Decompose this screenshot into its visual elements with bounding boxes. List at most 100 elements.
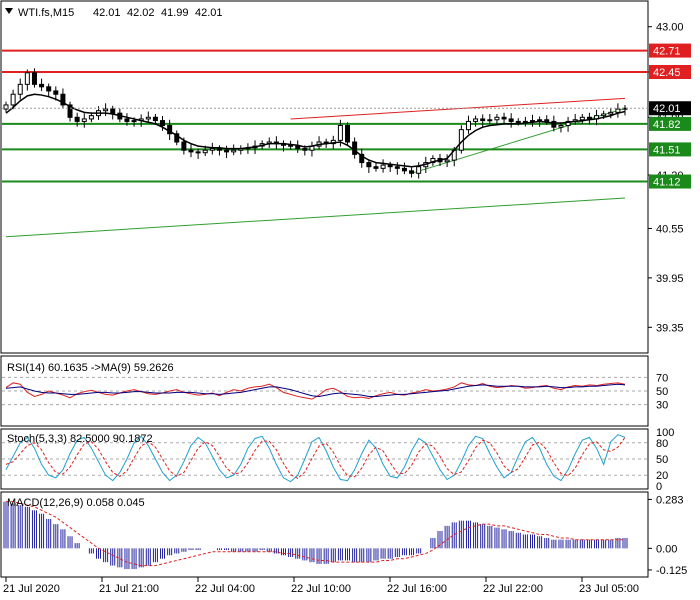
candle-body xyxy=(74,116,80,122)
rsi-layer xyxy=(2,376,648,406)
candle-body xyxy=(501,116,507,120)
current-price-badge xyxy=(649,101,691,116)
symbol-label: WTI.fs,M15 xyxy=(18,7,74,19)
candle-body xyxy=(10,93,16,106)
candle-body xyxy=(615,108,621,113)
support-level-2-badge xyxy=(649,174,691,189)
candle-body xyxy=(31,72,37,85)
candle-body xyxy=(601,113,607,117)
candle-body xyxy=(444,159,450,163)
candle-body xyxy=(124,118,130,122)
candle-body xyxy=(608,111,614,115)
time-tick-label: 22 Jul 04:00 xyxy=(195,583,255,595)
candle-body xyxy=(202,149,208,154)
candle-body xyxy=(579,116,585,121)
candle-body xyxy=(551,120,557,128)
candle-body xyxy=(401,167,407,172)
candle-body xyxy=(366,162,372,168)
candle-body xyxy=(494,116,500,121)
stoch-tick-label: 20 xyxy=(656,470,668,482)
candle-body xyxy=(67,104,73,118)
price-tick-label: 39.35 xyxy=(656,322,684,334)
macd-signal-line xyxy=(6,501,625,567)
candle-body xyxy=(160,120,166,127)
candle-body xyxy=(53,90,59,95)
candle-body xyxy=(345,125,351,143)
candle-body xyxy=(195,151,201,154)
candle-body xyxy=(152,116,158,122)
candle-body xyxy=(380,164,386,169)
price-layer xyxy=(2,49,648,238)
rsi-tick-label: 70 xyxy=(656,372,668,384)
support-level-2-label: 41.12 xyxy=(653,177,681,189)
candle-body xyxy=(46,86,52,92)
candle-body xyxy=(586,116,592,120)
macd-label: MACD(12,26,9) 0.058 0.045 xyxy=(7,497,145,509)
candle-body xyxy=(352,141,358,155)
stoch-tick-label: 50 xyxy=(656,454,668,466)
rsi-ma-line xyxy=(5,383,626,397)
price-panel-frame xyxy=(0,0,649,354)
candle-body xyxy=(224,149,230,153)
candle-body xyxy=(558,125,564,128)
candle-body xyxy=(544,119,550,122)
resistance-level-1-label: 42.45 xyxy=(653,67,681,79)
candle-body xyxy=(387,164,393,168)
rsi-tick-label: 30 xyxy=(656,400,668,412)
support-level-0-badge xyxy=(649,116,691,131)
candle-body xyxy=(145,116,151,120)
stoch-tick-label: 0 xyxy=(656,481,662,493)
support-level-0-label: 41.82 xyxy=(653,119,681,131)
price-tick-label: 43.00 xyxy=(656,22,684,34)
support-level-1-label: 41.51 xyxy=(653,144,681,156)
stoch-d-line xyxy=(5,437,626,480)
candle-body xyxy=(430,157,436,164)
axes-layer: 43.0042.4541.9041.2040.5539.9539.3542.71… xyxy=(3,22,691,595)
candle-body xyxy=(216,148,222,151)
candle-body xyxy=(39,83,45,88)
candle-body xyxy=(209,148,215,151)
candle-body xyxy=(337,125,343,141)
candle-body xyxy=(359,153,365,164)
moving-average-line xyxy=(5,93,626,168)
candle-body xyxy=(465,120,471,131)
candle-body xyxy=(103,108,109,112)
macd-tick-label: 0.00 xyxy=(656,543,677,555)
candle-body xyxy=(373,166,379,169)
resistance-level-1-badge xyxy=(649,65,691,79)
resistance-level-0-badge xyxy=(649,43,691,58)
candle-body xyxy=(24,72,30,85)
candle-body xyxy=(231,149,237,153)
rsi-line xyxy=(5,382,626,400)
ohlc-high: 42.02 xyxy=(127,7,155,19)
macd-panel-frame xyxy=(0,491,649,578)
time-tick-label: 21 Jul 2020 xyxy=(3,583,60,595)
price-tick-label: 39.95 xyxy=(656,273,684,285)
candle-body xyxy=(565,120,571,127)
candle-body xyxy=(487,119,493,122)
candle-body xyxy=(17,83,23,95)
candle-body xyxy=(181,141,187,151)
candle-body xyxy=(81,118,87,122)
candle-body xyxy=(302,148,308,151)
candle-body xyxy=(416,166,422,174)
candle-body xyxy=(60,93,66,106)
current-price-label: 42.01 xyxy=(653,103,681,115)
price-tick-label: 40.55 xyxy=(656,223,684,235)
rsi-label: RSI(14) 60.1635 ->MA(9) 59.2626 xyxy=(7,362,174,374)
stoch-tick-label: 100 xyxy=(656,427,674,439)
macd-layer xyxy=(3,501,628,570)
candle-body xyxy=(394,166,400,169)
trendline-0 xyxy=(5,197,626,238)
candle-body xyxy=(88,115,94,120)
candle-body xyxy=(480,118,486,122)
ohlc-low: 41.99 xyxy=(161,7,189,19)
candle-body xyxy=(3,104,9,110)
trendline-2 xyxy=(290,97,626,120)
menu-triangle-icon[interactable] xyxy=(5,8,13,14)
time-tick-label: 22 Jul 22:00 xyxy=(483,583,543,595)
candle-body xyxy=(131,120,137,123)
candle-body xyxy=(473,118,479,122)
